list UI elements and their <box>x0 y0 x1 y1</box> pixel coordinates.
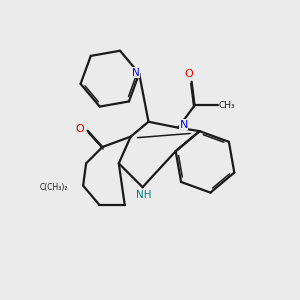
Text: N: N <box>179 120 188 130</box>
Text: N: N <box>132 68 140 78</box>
Text: O: O <box>184 69 193 79</box>
Text: CH₃: CH₃ <box>219 101 236 110</box>
Text: C(CH₃)₂: C(CH₃)₂ <box>40 183 68 192</box>
Text: NH: NH <box>136 190 152 200</box>
Text: O: O <box>75 124 84 134</box>
